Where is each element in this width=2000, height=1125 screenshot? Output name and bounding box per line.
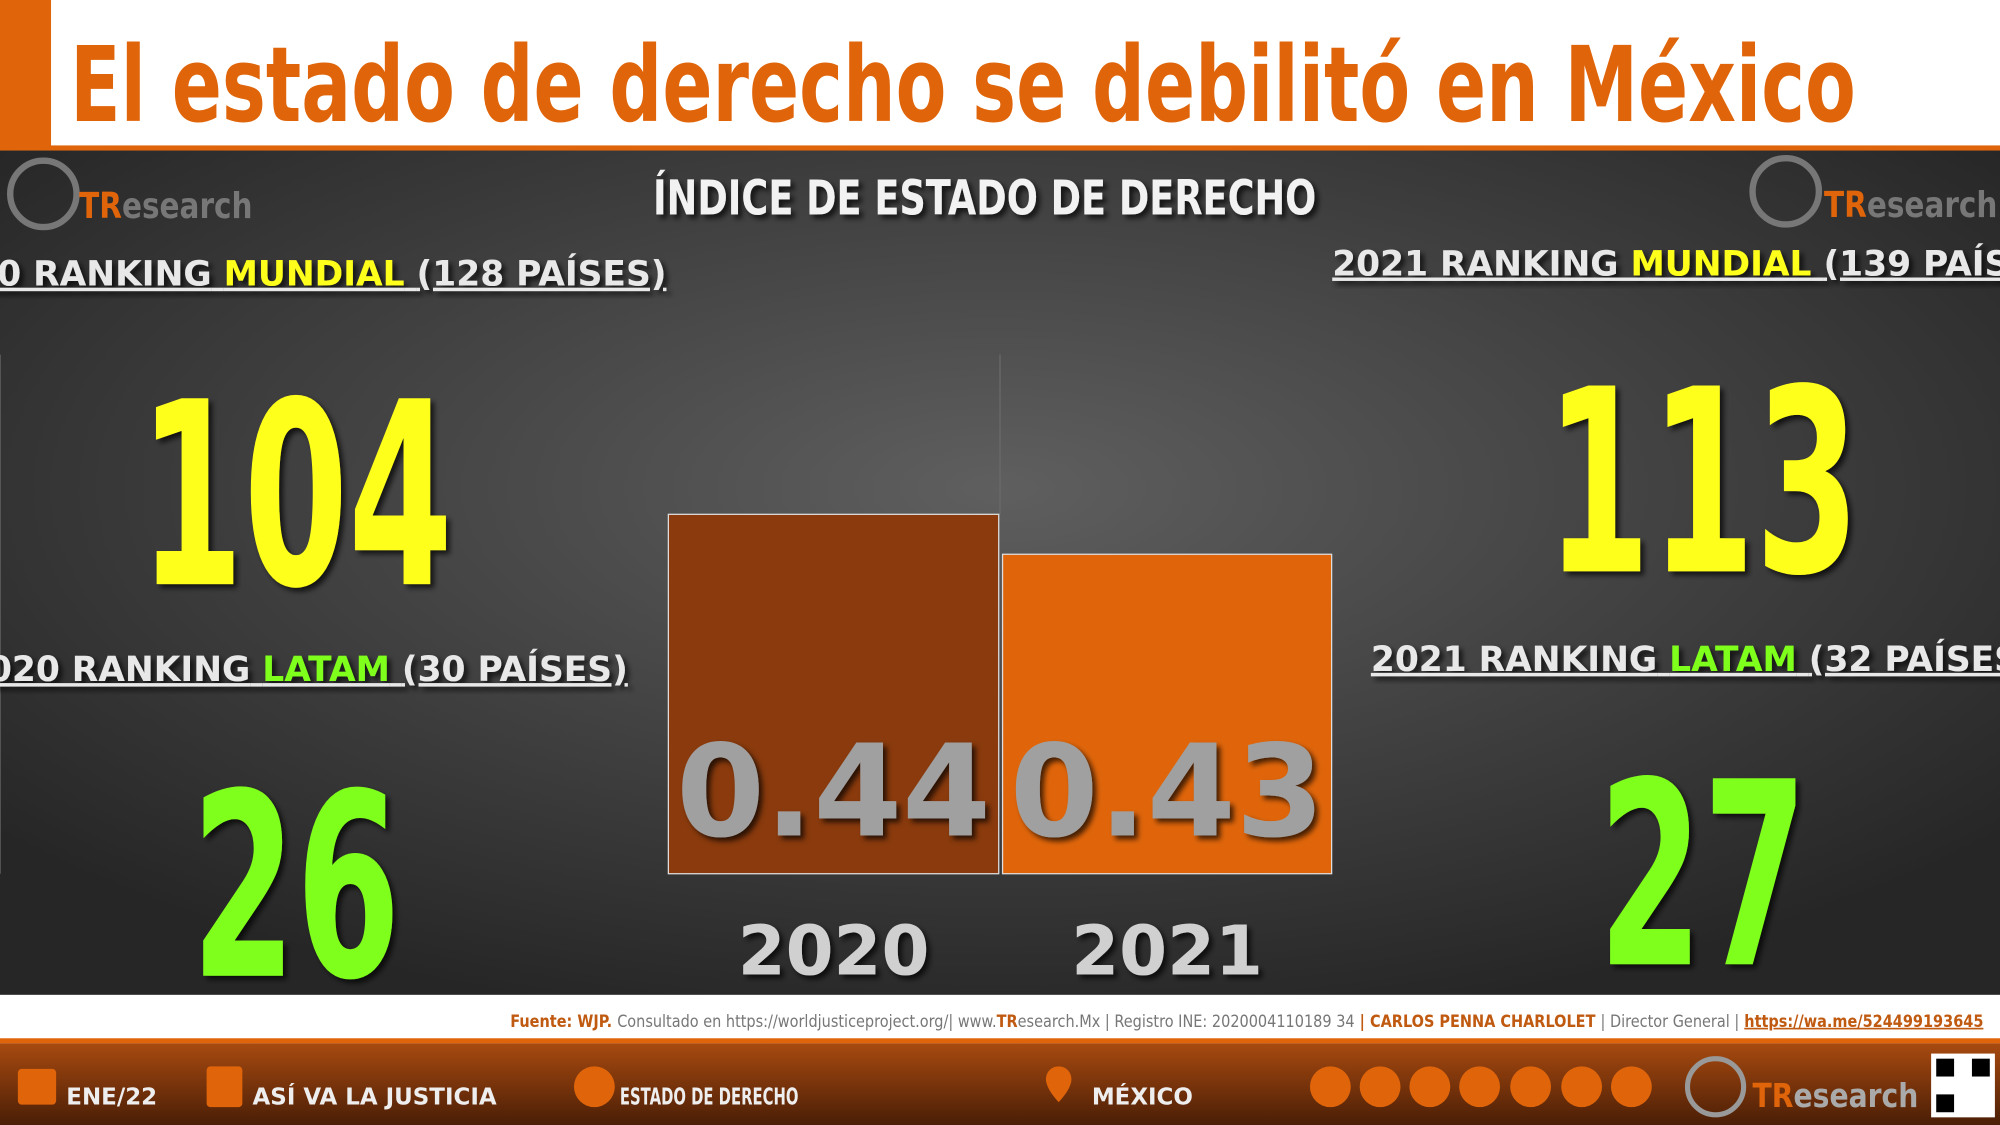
- footer-item: ENE/22: [66, 1085, 157, 1111]
- chat-icon: [573, 1066, 615, 1108]
- footer-icons: [17, 1056, 1747, 1118]
- pin-icon: [1045, 1066, 1072, 1103]
- chart-title: ÍNDICE DE ESTADO DE DERECHO: [653, 169, 1316, 226]
- bar: [667, 513, 1000, 875]
- ranking-label-part: LATAM: [1669, 640, 1797, 680]
- source-band: [0, 994, 2000, 1041]
- source-rule: [0, 1038, 2000, 1044]
- footer-item: ASÍ VA LA JUSTICIA: [253, 1083, 497, 1111]
- value-label: 0.44: [676, 718, 991, 866]
- logo-right: TResearch: [1749, 154, 1997, 228]
- ranking-value: 26: [191, 740, 400, 1037]
- background: [0, 150, 2000, 995]
- value-label: 0.43: [1010, 718, 1325, 866]
- footer-bar: [0, 1043, 2000, 1125]
- mail-icon: [1409, 1066, 1451, 1108]
- rankings: 2020 RANKING MUNDIAL (128 PAÍSES)1042020…: [0, 244, 2000, 1037]
- phone-icon: [1359, 1066, 1401, 1108]
- logo-ring: [1684, 1056, 1747, 1118]
- web-icon: [1309, 1066, 1351, 1108]
- ranking-label: 2020 RANKING LATAM (30 PAÍSES): [0, 649, 628, 690]
- qr-code: [1971, 1058, 1990, 1077]
- bar: [1001, 553, 1333, 875]
- ranking-value: 104: [139, 348, 453, 645]
- calendar-icon: [17, 1068, 57, 1105]
- logo-text: TResearch: [1753, 1076, 1919, 1115]
- chart: ÍNDICE DE ESTADO DE DERECHO 0.44 2020 0.43…: [653, 169, 1333, 991]
- logo-ring: [1749, 154, 1823, 228]
- header-accent: [0, 0, 52, 151]
- report-icon: [206, 1066, 243, 1108]
- ranking-label-part: 2021 RANKING: [1371, 640, 1657, 680]
- ranking-label-part: 2020 RANKING: [0, 650, 250, 690]
- logo-text: TResearch: [1824, 185, 1997, 226]
- footer-item: ESTADO DE DERECHO: [620, 1085, 799, 1111]
- footer-item: MÉXICO: [1092, 1083, 1193, 1111]
- youtube-icon: [1610, 1066, 1652, 1108]
- logo-ring: [7, 157, 80, 231]
- ranking-label: 2021 RANKING MUNDIAL (139 PAÍSES): [1332, 244, 2000, 285]
- ranking-label-part: LATAM: [262, 650, 390, 690]
- ranking-label-part: (128 PAÍSES): [417, 254, 667, 295]
- x-tick-label: 2020: [738, 911, 930, 991]
- ranking-label-part: (32 PAÍSES): [1809, 639, 2000, 680]
- ranking-label-part: MUNDIAL: [224, 255, 405, 295]
- ranking-label: 2020 RANKING MUNDIAL (128 PAÍSES): [0, 254, 666, 295]
- twitter-icon: [1459, 1066, 1500, 1108]
- logo-text: TResearch: [79, 186, 252, 227]
- linkedin-icon: [1561, 1066, 1603, 1108]
- ranking-label-part: (30 PAÍSES): [402, 649, 628, 690]
- ranking-label-part: 2020 RANKING: [0, 255, 212, 295]
- x-tick-label: 2021: [1071, 911, 1263, 991]
- logo-left: TResearch: [7, 157, 253, 231]
- ranking-label-part: (139 PAÍSES): [1823, 244, 2000, 285]
- ranking-label: 2021 RANKING LATAM (32 PAÍSES): [1371, 639, 2000, 680]
- ranking-label-part: 2021 RANKING: [1332, 245, 1618, 285]
- page-title: El estado de derecho se debilitó en Méxi…: [70, 24, 1856, 146]
- ranking-value: 113: [1546, 335, 1860, 632]
- header-rule: [0, 145, 2000, 151]
- header-band: [0, 0, 2000, 151]
- qr-code: [1936, 1058, 1955, 1077]
- ranking-value: 27: [1598, 728, 1807, 1025]
- source-note: Fuente: WJP. Consultado en https://world…: [510, 1012, 1983, 1032]
- ranking-label-part: MUNDIAL: [1631, 245, 1812, 285]
- qr-code: [1936, 1094, 1955, 1113]
- facebook-icon: [1510, 1066, 1552, 1108]
